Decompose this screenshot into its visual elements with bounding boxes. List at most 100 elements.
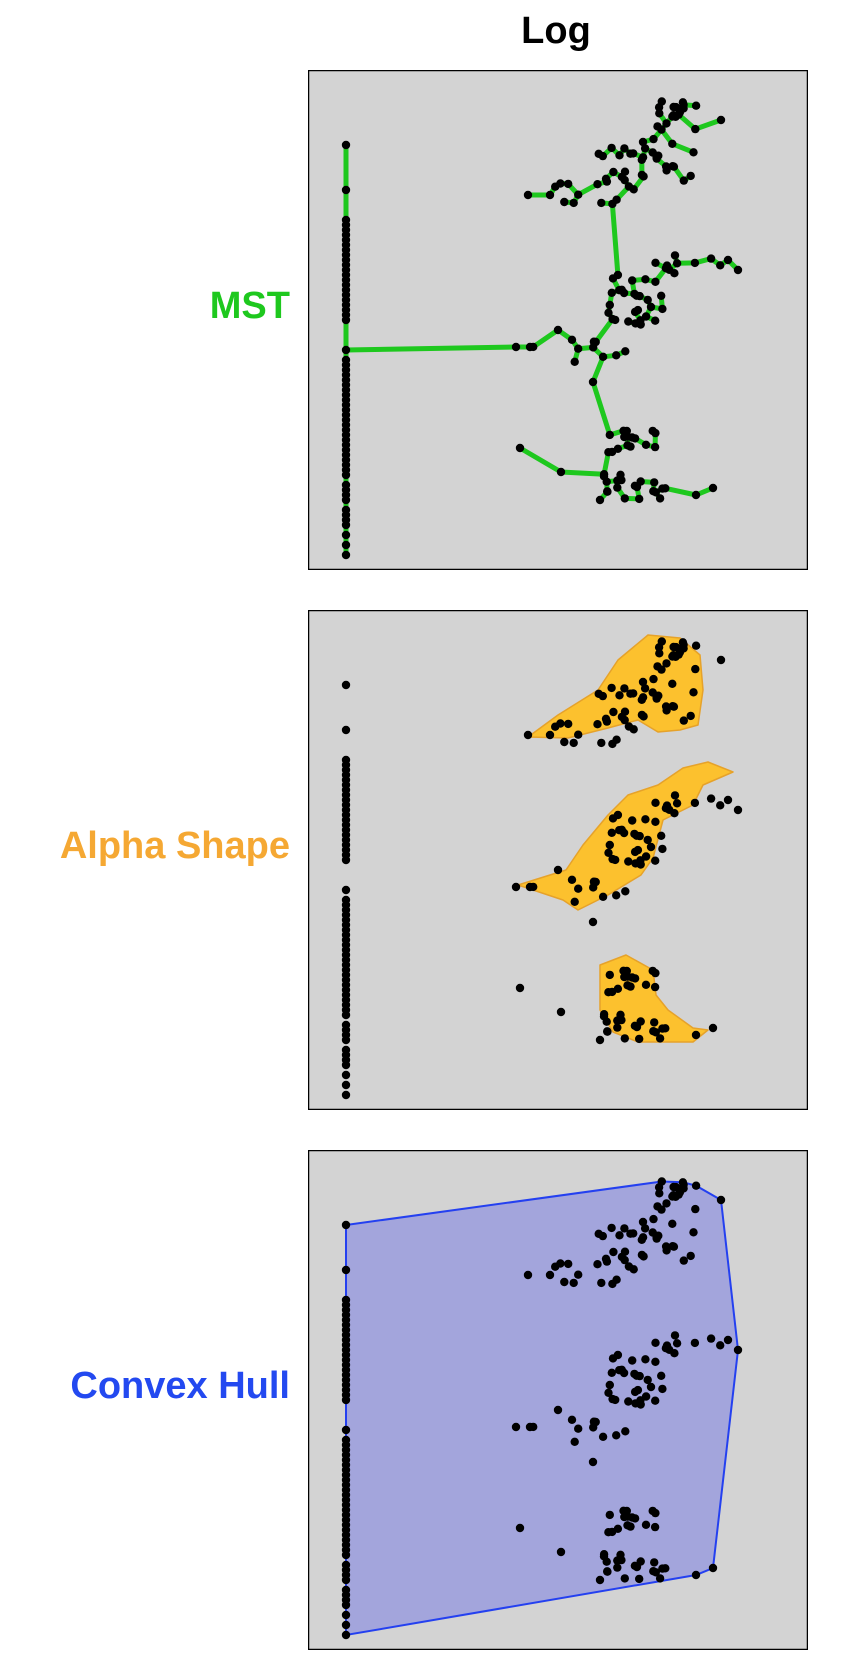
data-point <box>691 664 700 674</box>
data-point <box>657 831 666 840</box>
panel-convex-hull <box>308 1150 808 1650</box>
data-point <box>651 1357 660 1366</box>
data-point <box>588 1457 598 1467</box>
data-point <box>341 1600 351 1610</box>
data-point <box>630 1021 640 1030</box>
data-point <box>611 315 620 325</box>
data-point <box>613 984 623 993</box>
data-point <box>597 198 606 208</box>
data-point <box>613 1524 623 1533</box>
data-point <box>662 659 671 668</box>
data-point <box>639 172 648 181</box>
data-point <box>650 1522 660 1532</box>
data-point <box>649 674 658 684</box>
data-point <box>658 844 667 854</box>
data-point <box>662 119 671 128</box>
data-point <box>638 677 648 687</box>
data-point <box>635 1371 644 1381</box>
data-point <box>602 1557 611 1566</box>
data-point <box>706 1334 716 1343</box>
data-point <box>643 295 652 305</box>
data-point <box>641 1355 650 1364</box>
data-point <box>620 972 629 982</box>
data-point <box>553 865 563 875</box>
data-point <box>607 1223 616 1233</box>
data-point <box>556 1259 565 1268</box>
row-label-mst: MST <box>209 285 290 327</box>
data-point <box>708 1023 718 1033</box>
data-point <box>341 530 351 540</box>
data-point <box>341 1060 351 1070</box>
data-point <box>525 342 535 352</box>
data-point <box>669 102 678 112</box>
data-point <box>602 717 612 726</box>
data-point <box>658 304 667 314</box>
data-point <box>668 1242 677 1251</box>
data-point <box>690 798 700 808</box>
data-point <box>646 1382 656 1392</box>
data-point <box>733 1345 743 1355</box>
data-point <box>670 791 680 800</box>
data-point <box>649 1214 658 1224</box>
data-point <box>655 109 664 118</box>
data-point <box>556 467 566 477</box>
data-point <box>691 641 701 650</box>
data-point <box>607 288 616 297</box>
data-point <box>641 312 651 321</box>
data-point <box>611 1395 620 1405</box>
data-point <box>525 882 535 892</box>
data-point <box>662 166 671 175</box>
data-point <box>574 730 583 739</box>
data-point <box>605 1380 614 1390</box>
data-point <box>674 110 683 119</box>
data-point <box>595 1575 605 1585</box>
data-point <box>635 291 644 301</box>
data-point <box>617 475 626 485</box>
data-point <box>630 434 640 443</box>
data-point <box>603 1027 612 1036</box>
data-point <box>690 258 700 268</box>
data-point <box>672 259 682 268</box>
data-point <box>556 1007 566 1017</box>
data-point <box>670 809 679 818</box>
data-point <box>607 683 616 693</box>
data-point <box>635 831 644 841</box>
data-point <box>651 1338 660 1347</box>
data-point <box>636 1557 645 1566</box>
data-point <box>716 801 725 810</box>
data-point <box>608 274 618 283</box>
data-point <box>341 680 351 690</box>
data-point <box>679 716 688 725</box>
data-point <box>341 1550 351 1560</box>
data-point <box>641 440 651 449</box>
data-point <box>670 269 679 278</box>
data-point <box>662 1246 671 1255</box>
data-point <box>658 1384 667 1394</box>
data-point <box>602 1257 612 1266</box>
data-point <box>716 115 726 125</box>
data-point <box>655 1574 665 1583</box>
data-point <box>626 442 635 451</box>
data-point <box>624 722 634 731</box>
data-point <box>608 739 617 749</box>
data-point <box>511 882 521 892</box>
data-point <box>525 1422 535 1432</box>
data-point <box>602 1017 611 1026</box>
data-point <box>624 857 633 866</box>
data-point <box>598 892 608 901</box>
data-point <box>545 1270 555 1280</box>
data-point <box>341 1425 351 1435</box>
data-point <box>650 982 660 992</box>
data-point <box>603 1567 612 1576</box>
data-point <box>668 162 677 171</box>
data-point <box>669 642 678 652</box>
data-point <box>599 1550 609 1559</box>
row-label-alpha-shape: Alpha Shape <box>59 825 290 867</box>
data-point <box>669 1182 678 1192</box>
data-point <box>630 1514 640 1523</box>
data-point <box>668 652 677 661</box>
data-point <box>636 477 645 486</box>
data-point <box>640 144 650 153</box>
data-point <box>652 154 661 163</box>
data-point <box>608 199 617 209</box>
